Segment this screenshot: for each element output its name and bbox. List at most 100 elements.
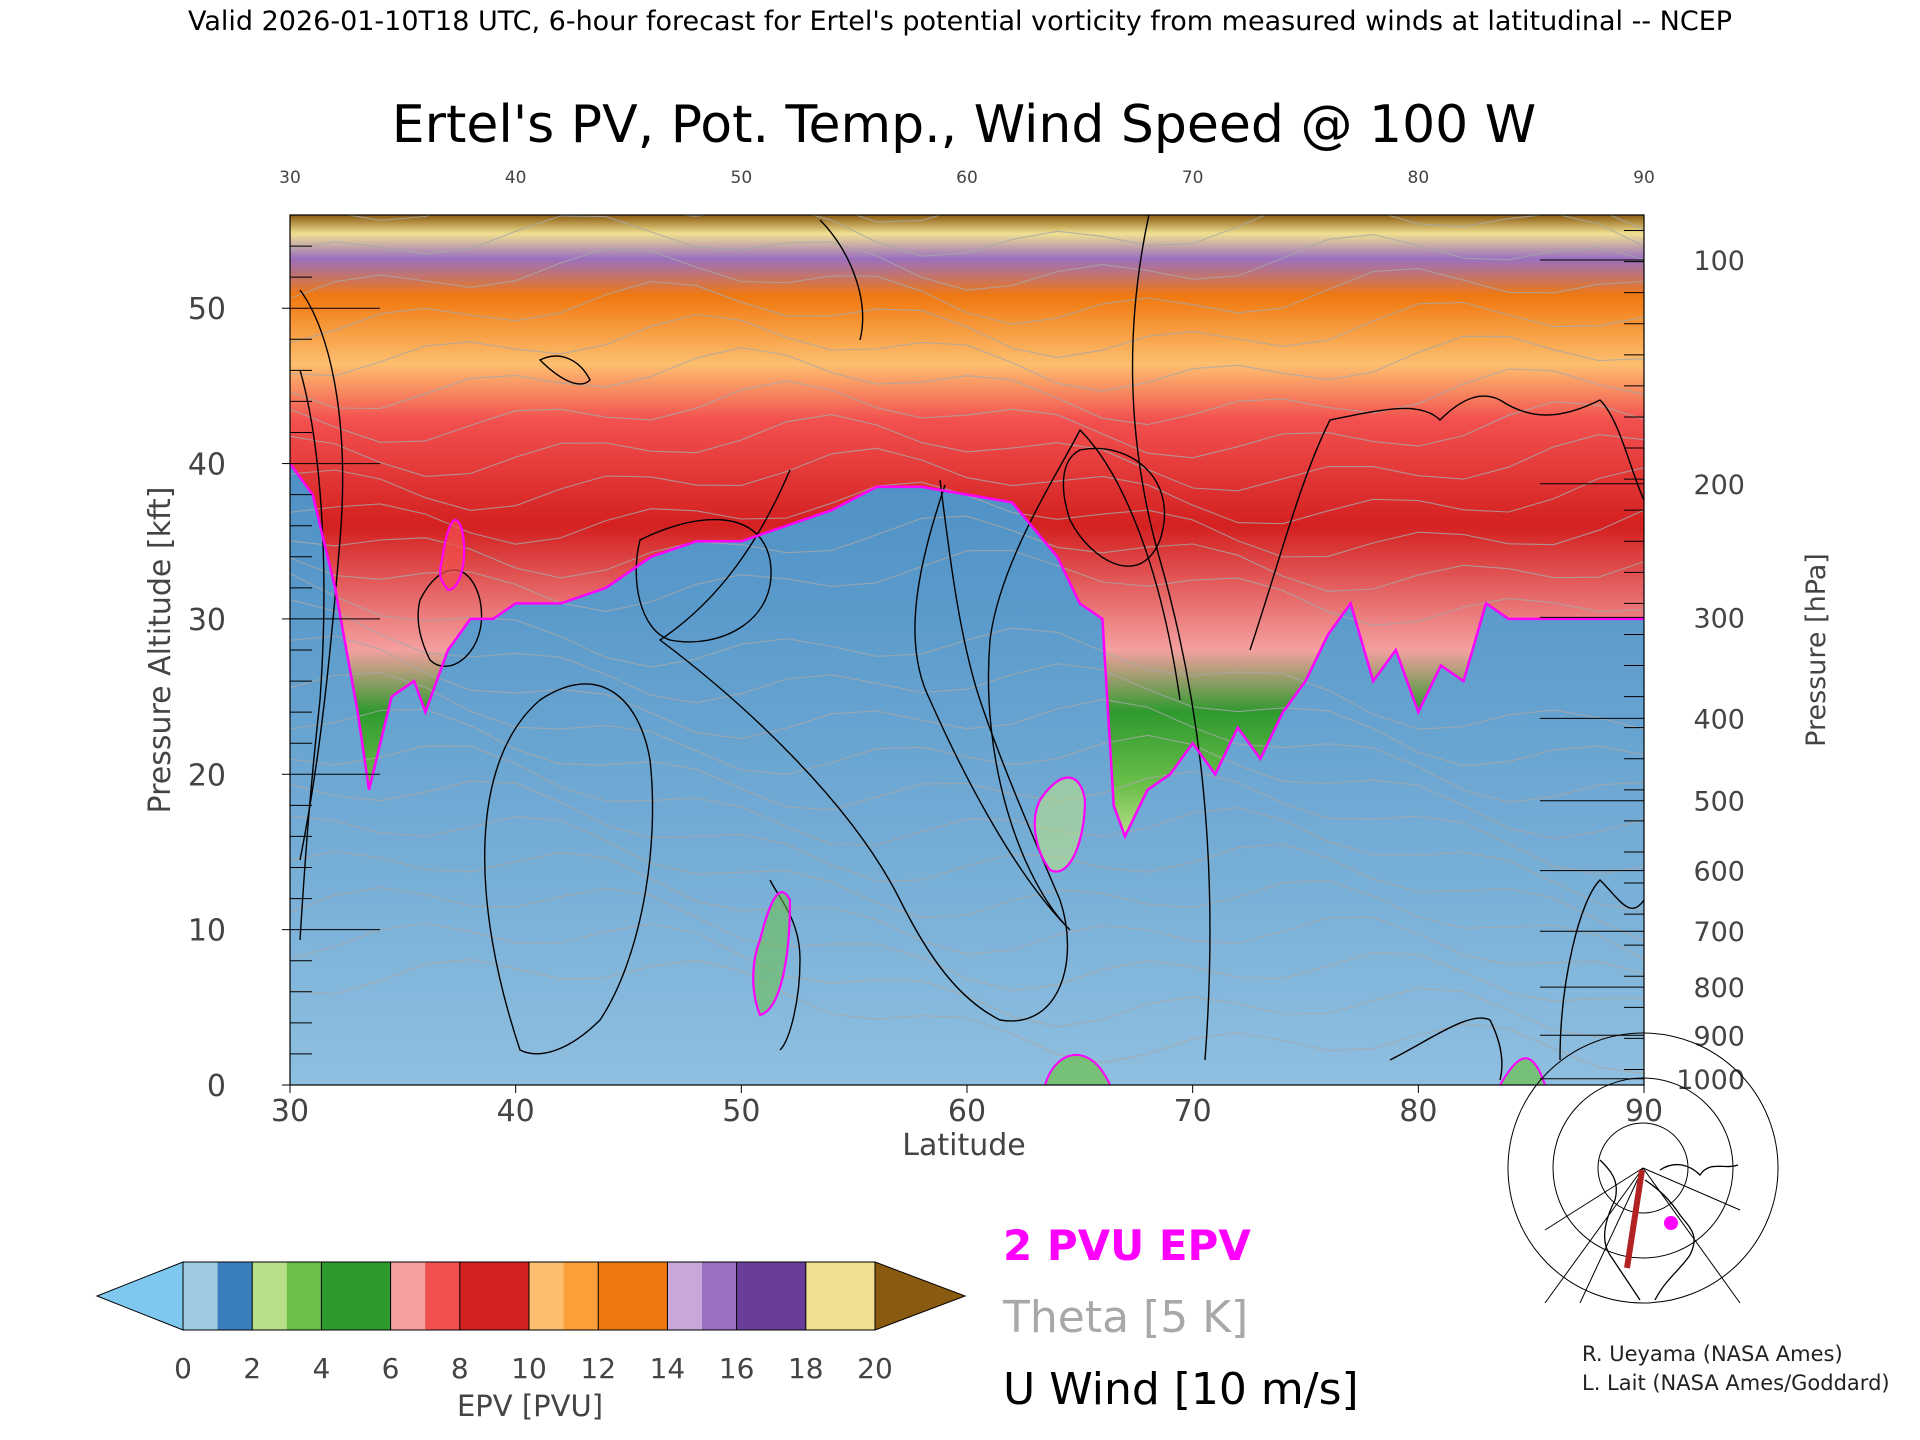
pressure-tick-label: 400	[1693, 704, 1745, 735]
x-top-tick-label: 90	[1633, 168, 1655, 188]
map-coastline	[1599, 1159, 1739, 1301]
colorbar-band	[598, 1262, 668, 1330]
theta-contour	[290, 248, 1644, 325]
x-tick-label: 50	[722, 1094, 760, 1129]
x-axis-bottom: 30 40 50 60 70 80 90	[271, 1085, 1663, 1129]
colorbar-label: EPV [PVU]	[457, 1389, 603, 1423]
theta-contour	[290, 0, 1644, 4]
legend-u-wind: U Wind [10 m/s]	[1003, 1364, 1359, 1415]
wind-contour	[483, 683, 654, 1055]
colorbar-band	[390, 1262, 426, 1330]
y-tick-label: 40	[188, 448, 226, 483]
colorbar-band	[702, 1262, 738, 1330]
x-top-tick-label: 40	[505, 168, 527, 188]
colorbar-under-arrow	[95, 1261, 184, 1331]
colorbar-tick-label: 14	[650, 1352, 686, 1385]
pressure-tick-label: 600	[1693, 857, 1745, 888]
theta-contour	[290, 851, 1644, 975]
colorbar-over-arrow	[874, 1261, 967, 1331]
theta-contour	[290, 573, 1644, 730]
theta-contour	[290, 549, 1644, 626]
x-tick-label: 70	[1174, 1094, 1212, 1129]
map-latitude-circle	[1507, 1032, 1779, 1304]
credit-line-2: L. Lait (NASA Ames/Goddard)	[1582, 1371, 1890, 1395]
x-tick-label: 40	[497, 1094, 535, 1129]
pressure-tick-label: 100	[1693, 246, 1745, 277]
wind-contour	[299, 289, 344, 861]
colorbar-band	[425, 1262, 461, 1330]
y-axis-right: 100 200 300 400 500 600 700 800 900 1000	[1676, 246, 1745, 1096]
pressure-tick-label: 800	[1693, 973, 1745, 1004]
pv-island-outline	[1033, 776, 1087, 873]
x-axis-label: Latitude	[902, 1128, 1025, 1163]
colorbar-band	[286, 1262, 322, 1330]
wind-contour	[658, 469, 1069, 1022]
theta-contour	[290, 815, 1644, 960]
theta-contour	[290, 447, 1644, 525]
theta-contour	[290, 745, 1644, 911]
wind-contour	[1559, 879, 1644, 1061]
x-top-tick-label: 60	[956, 168, 978, 188]
y-tick-label: 20	[188, 758, 226, 793]
pv-island-outline	[752, 891, 792, 1017]
x-top-tick-label: 50	[731, 168, 753, 188]
y-tick-label: 10	[188, 914, 226, 949]
map-meridian	[1642, 1167, 1741, 1211]
colorbar-tick-label: 0	[174, 1352, 192, 1385]
legend-pv-2pvu: 2 PVU EPV	[1003, 1221, 1251, 1270]
pv-surface-bump	[1499, 1057, 1546, 1085]
colorbar-band	[563, 1262, 599, 1330]
theta-contour	[290, 708, 1644, 876]
pressure-tick-label: 500	[1693, 787, 1745, 818]
colorbar-tick-label: 2	[243, 1352, 261, 1385]
wind-contour	[635, 518, 772, 643]
theta-contour	[290, 215, 1644, 291]
map-latitude-circle	[1597, 1122, 1689, 1214]
colorbar-band	[217, 1262, 253, 1330]
pressure-tick-label: 200	[1693, 470, 1745, 501]
colorbar-band	[183, 1262, 219, 1330]
wind-contour	[1389, 1017, 1503, 1081]
map-meridian	[1579, 1167, 1644, 1304]
valid-time-header: Valid 2026-01-10T18 UTC, 6-hour forecast…	[188, 6, 1732, 37]
legend-theta: Theta [5 K]	[1002, 1292, 1248, 1343]
pressure-tick-label: 700	[1693, 917, 1745, 948]
theta-contour	[290, 313, 1644, 392]
theta-contour	[290, 347, 1644, 426]
y-tick-label: 50	[188, 292, 226, 327]
colorbar-tick-label: 4	[312, 1352, 330, 1385]
y-axis-right-label: Pressure [hPa]	[1801, 553, 1832, 747]
map-cross-section-track	[1624, 1169, 1645, 1269]
colorbar-band	[736, 1262, 807, 1330]
y-axis-label: Pressure Altitude [kft]	[143, 487, 178, 814]
theta-contour	[290, 414, 1644, 492]
colorbar-tick-label: 16	[719, 1352, 755, 1385]
theta-contour	[290, 380, 1644, 459]
x-top-tick-label: 70	[1182, 168, 1204, 188]
pressure-tick-label: 300	[1693, 603, 1745, 634]
pressure-tick-lines	[1540, 230, 1644, 1080]
theta-contour	[290, 780, 1644, 942]
wind-contour	[1249, 395, 1644, 651]
theta-contour	[290, 599, 1644, 767]
legend: 2 PVU EPV Theta [5 K] U Wind [10 m/s]	[1002, 1221, 1359, 1415]
colorbar-tick-label: 18	[788, 1352, 824, 1385]
map-meridian	[1544, 1167, 1644, 1231]
x-tick-label: 90	[1625, 1094, 1663, 1129]
x-tick-label: 80	[1399, 1094, 1437, 1129]
y-tick-label: 0	[207, 1069, 226, 1104]
colorbar: 0 2 4 6 8 10 12 14 16 18 20	[95, 1261, 967, 1385]
pressure-tick-label: 900	[1693, 1021, 1745, 1052]
theta-contours	[290, 0, 1644, 1075]
pressure-tick-label: 1000	[1676, 1065, 1745, 1096]
colorbar-tick-label: 10	[511, 1352, 547, 1385]
x-top-tick-label: 80	[1408, 168, 1430, 188]
theta-contour	[290, 958, 1644, 1075]
plot-area	[289, 0, 1645, 1086]
tropopause-2pvu-line	[290, 462, 1644, 840]
map-meridian	[1544, 1167, 1644, 1304]
inset-map	[1507, 1032, 1779, 1304]
wind-contours	[299, 215, 1644, 1081]
wind-contour	[538, 355, 591, 385]
